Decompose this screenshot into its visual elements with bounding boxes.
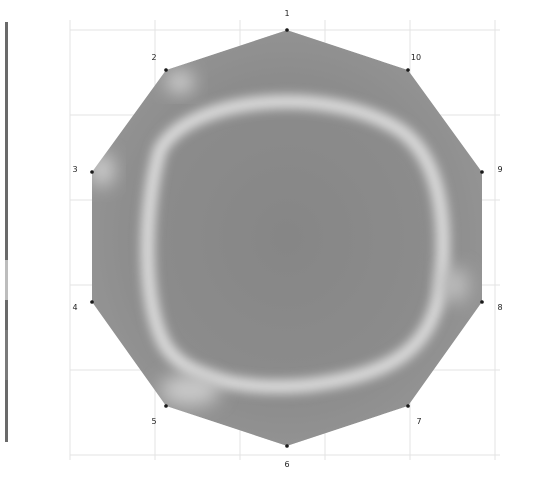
- point-label-5: 5: [151, 417, 156, 426]
- color-scale-bar: [5, 22, 8, 442]
- point-marker-6: [285, 444, 289, 448]
- wafer-field: [92, 30, 482, 446]
- point-label-3: 3: [72, 165, 77, 174]
- point-label-6: 6: [284, 460, 289, 469]
- point-marker-9: [480, 170, 484, 174]
- point-markers: [90, 28, 484, 448]
- point-labels: 1 2 3 4 5 6 7 8 9 10: [72, 9, 502, 469]
- point-marker-7: [406, 404, 410, 408]
- point-label-2: 2: [151, 53, 156, 62]
- point-marker-8: [480, 300, 484, 304]
- point-label-9: 9: [497, 165, 502, 174]
- point-marker-2: [164, 68, 168, 72]
- point-label-8: 8: [497, 303, 502, 312]
- point-label-7: 7: [416, 417, 421, 426]
- point-marker-1: [285, 28, 289, 32]
- ring-contour: [140, 94, 451, 394]
- point-marker-10: [406, 68, 410, 72]
- point-label-1: 1: [284, 9, 289, 18]
- point-label-10: 10: [411, 53, 421, 62]
- point-marker-5: [164, 404, 168, 408]
- point-label-4: 4: [72, 303, 77, 312]
- point-marker-4: [90, 300, 94, 304]
- point-marker-3: [90, 170, 94, 174]
